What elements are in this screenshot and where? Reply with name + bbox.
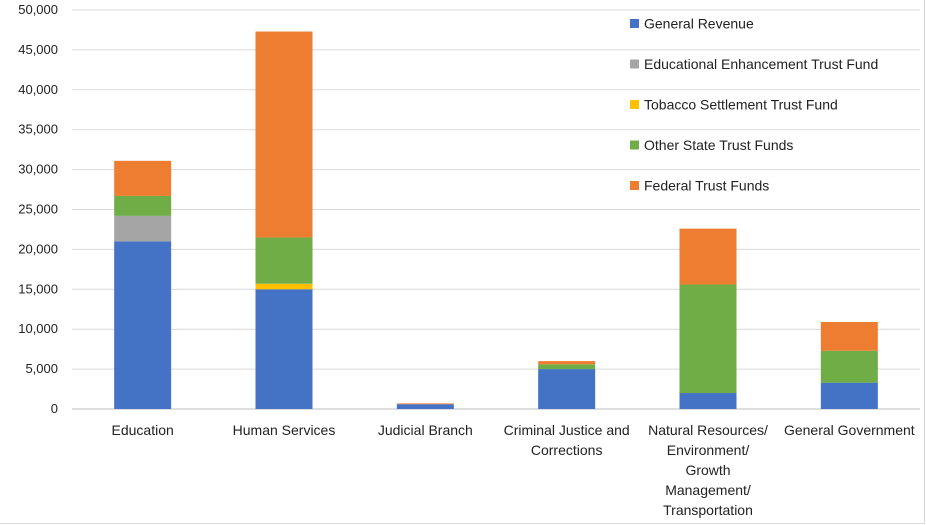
bar-segment <box>255 289 313 409</box>
x-tick-label: Transportation <box>663 502 753 518</box>
y-tick-label: 45,000 <box>18 42 58 57</box>
y-tick-label: 25,000 <box>18 202 58 217</box>
y-tick-label: 20,000 <box>18 241 58 256</box>
x-axis: Education Human Services Judicial Branch Cr… <box>112 422 915 518</box>
bar-segment <box>396 403 454 405</box>
bar-segment <box>679 393 737 409</box>
bar-segment <box>255 31 313 238</box>
bar-segment <box>114 195 172 216</box>
y-tick-label: 15,000 <box>18 281 58 296</box>
x-tick-label: General Government <box>784 422 915 438</box>
bar-segment <box>538 361 596 365</box>
bar-segment <box>820 350 878 383</box>
legend-label: Other State Trust Funds <box>644 137 793 153</box>
legend-label: Federal Trust Funds <box>644 178 769 194</box>
y-axis: 0 5,000 10,000 15,000 20,000 25,000 30,000 35,0… <box>18 2 58 416</box>
bar-segment <box>679 228 737 285</box>
bar-segment <box>538 369 596 409</box>
bars <box>114 31 878 409</box>
bar-segment <box>255 283 313 290</box>
legend: General Revenue Educational Enhancement T… <box>630 16 878 194</box>
bar-segment <box>114 241 172 409</box>
bar-segment <box>679 284 737 394</box>
y-tick-label: 35,000 <box>18 122 58 137</box>
bar-segment <box>114 215 172 242</box>
y-tick-label: 30,000 <box>18 162 58 177</box>
x-tick-label: Criminal Justice and <box>504 422 630 438</box>
y-tick-label: 10,000 <box>18 321 58 336</box>
y-tick-label: 5,000 <box>25 361 58 376</box>
x-tick-label: Environment/ <box>667 442 750 458</box>
legend-swatch <box>630 19 639 28</box>
legend-swatch <box>630 59 639 69</box>
x-tick-label: Management/ <box>665 482 751 498</box>
y-tick-label: 40,000 <box>18 82 58 97</box>
legend-swatch <box>630 140 639 150</box>
legend-swatch <box>630 100 639 109</box>
bar-segment <box>538 364 596 370</box>
legend-swatch <box>630 181 639 190</box>
bar-segment <box>255 237 313 284</box>
bar-segment <box>820 382 878 409</box>
bar-segment <box>114 160 172 196</box>
legend-label: Educational Enhancement Trust Fund <box>644 56 878 72</box>
legend-label: General Revenue <box>644 16 754 32</box>
x-tick-label: Education <box>112 422 174 438</box>
bar-segment <box>396 404 454 409</box>
x-tick-label: Natural Resources/ <box>648 422 768 438</box>
gridlines <box>72 9 920 410</box>
y-tick-label: 0 <box>51 401 58 416</box>
bar-segment <box>820 322 878 351</box>
x-tick-label: Corrections <box>531 442 603 458</box>
x-tick-label: Human Services <box>233 422 336 438</box>
x-tick-label: Growth <box>685 462 730 478</box>
legend-label: Tobacco Settlement Trust Fund <box>644 97 838 113</box>
x-tick-label: Judicial Branch <box>378 422 473 438</box>
y-tick-label: 50,000 <box>18 2 58 17</box>
